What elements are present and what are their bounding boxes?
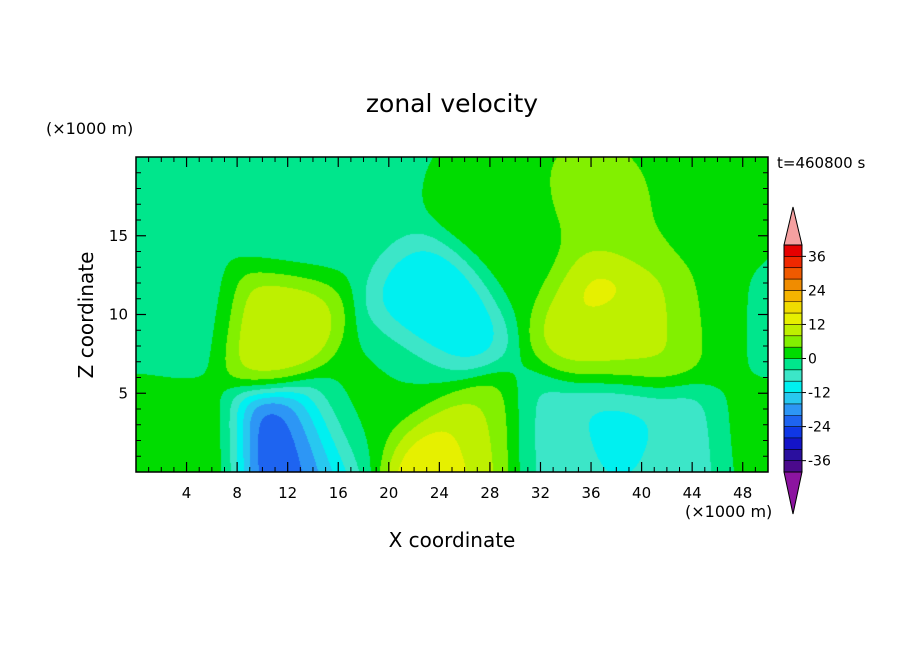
colorbar-swatch xyxy=(784,256,802,269)
colorbar-swatch xyxy=(784,426,802,439)
time-label: t=460800 s xyxy=(777,154,865,172)
colorbar-swatch xyxy=(784,392,802,405)
x-tick-label: 20 xyxy=(379,484,398,502)
colorbar-swatch xyxy=(784,347,802,359)
colorbar-swatch xyxy=(784,358,802,371)
y-tick-label: 10 xyxy=(109,306,128,324)
colorbar-swatch xyxy=(784,279,802,291)
y-tick-label: 15 xyxy=(109,227,128,245)
colorbar-swatch xyxy=(784,449,802,462)
x-tick-label: 36 xyxy=(581,484,600,502)
x-tick-label: 48 xyxy=(733,484,752,502)
chart-title: zonal velocity xyxy=(366,89,538,118)
colorbar-tick-label: -12 xyxy=(808,386,831,402)
x-tick-label: 12 xyxy=(278,484,297,502)
y-axis: 5 10 15 xyxy=(109,172,768,457)
colorbar-tick-label: 36 xyxy=(808,249,826,265)
x-tick-label: 40 xyxy=(632,484,651,502)
colorbar-swatch xyxy=(784,267,802,280)
y-tick-label: 5 xyxy=(118,384,128,402)
velocity-field xyxy=(136,157,768,472)
colorbar-swatch xyxy=(784,415,802,428)
x-axis: 4 8 12 16 20 24 28 32 36 40 44 48 xyxy=(148,157,769,502)
colorbar-tick-label: 12 xyxy=(808,317,826,333)
colorbar-swatch xyxy=(784,301,802,314)
colorbar-swatch xyxy=(784,437,802,450)
x-tick-label: 8 xyxy=(232,484,242,502)
colorbar-swatch xyxy=(784,460,802,473)
colorbar-swatch xyxy=(784,335,802,348)
plot-area xyxy=(136,157,768,472)
colorbar-tick-label: -24 xyxy=(808,420,831,436)
colorbar: 36 24 12 0 -12 -24 -36 xyxy=(783,206,831,515)
colorbar-swatch xyxy=(784,381,802,394)
x-tick-label: 24 xyxy=(430,484,449,502)
colorbar-tick-label: -36 xyxy=(808,454,831,470)
y-axis-label: Z coordinate xyxy=(74,252,98,379)
y-unit-label: (×1000 m) xyxy=(46,119,133,138)
colorbar-under-arrow xyxy=(783,471,803,515)
colorbar-swatch xyxy=(784,324,802,337)
colorbar-swatch xyxy=(784,245,802,257)
colorbar-tick-label: 24 xyxy=(808,283,826,299)
colorbar-swatch xyxy=(784,313,802,325)
x-tick-label: 32 xyxy=(531,484,550,502)
colorbar-tick-label: 0 xyxy=(808,352,817,368)
x-tick-label: 16 xyxy=(329,484,348,502)
colorbar-swatch xyxy=(784,403,802,416)
x-tick-label: 28 xyxy=(480,484,499,502)
colorbar-swatch xyxy=(784,290,802,303)
colorbar-swatch xyxy=(784,369,802,382)
x-axis-label: X coordinate xyxy=(389,528,516,552)
x-tick-label: 4 xyxy=(182,484,192,502)
x-unit-label: (×1000 m) xyxy=(685,502,772,521)
x-tick-label: 44 xyxy=(683,484,702,502)
colorbar-over-arrow xyxy=(783,206,803,246)
